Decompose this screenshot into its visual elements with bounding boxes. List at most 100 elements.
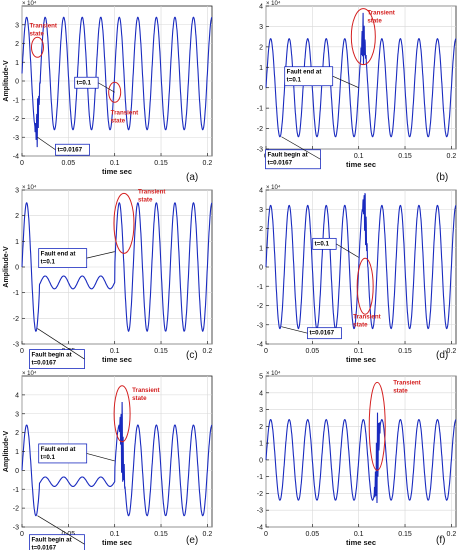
y-tick-label: -2 xyxy=(257,491,263,498)
annotation-text: t=0.1 xyxy=(41,454,56,461)
exponent-label: × 10⁴ xyxy=(22,370,37,377)
x-tick-label: 0.2 xyxy=(202,348,212,355)
annotation-text: Fault end at xyxy=(41,446,76,453)
annotation-text: Fault begin at xyxy=(31,352,71,359)
transient-ellipse xyxy=(108,81,122,103)
annotation-text: t=0.0167 xyxy=(31,360,56,367)
annotation-text: state xyxy=(367,18,382,25)
x-axis-label: time sec xyxy=(102,167,132,176)
y-axis-label: Amplitude-V xyxy=(3,246,10,288)
x-tick-label: 0.2 xyxy=(446,531,456,538)
transient-ellipse xyxy=(350,8,376,66)
signal-line xyxy=(21,401,213,517)
y-tick-label: -4 xyxy=(13,154,19,161)
y-tick-label: 3 xyxy=(15,411,19,418)
y-tick-label: 1 xyxy=(15,449,19,456)
y-tick-label: 3 xyxy=(259,407,263,414)
y-tick-label: 1 xyxy=(15,60,19,67)
x-tick-label: 0 xyxy=(20,531,24,538)
x-tick-label: 0.05 xyxy=(306,531,320,538)
y-tick-label: 0 xyxy=(15,468,19,475)
y-axis-label: Amplitude-V xyxy=(3,431,10,473)
x-tick-label: 0.15 xyxy=(154,348,168,355)
annotation-text: t=0.0167 xyxy=(57,146,82,153)
exponent-label: × 10⁴ xyxy=(22,0,37,7)
y-tick-label: -1 xyxy=(257,106,263,113)
x-tick-label: 0.1 xyxy=(354,348,364,355)
x-tick-label: 0.15 xyxy=(398,348,412,355)
y-tick-label: -3 xyxy=(257,508,263,515)
annotation-text: t=0.1 xyxy=(77,79,92,86)
annotation-text: state xyxy=(393,387,408,394)
transient-ellipse xyxy=(113,192,135,254)
signal-line xyxy=(265,412,457,504)
x-tick-label: 0.15 xyxy=(154,160,168,167)
exponent-label: × 10⁴ xyxy=(22,184,37,191)
transient-ellipse xyxy=(113,385,131,443)
annotation-arrow xyxy=(98,82,115,93)
y-tick-label: -1 xyxy=(257,284,263,291)
panel-label: (c) xyxy=(186,350,198,361)
x-axis-label: time sec xyxy=(102,538,132,547)
annotation-arrow xyxy=(37,515,85,545)
y-tick-label: 2 xyxy=(259,44,263,51)
y-tick-label: -3 xyxy=(257,322,263,329)
y-tick-label: -3 xyxy=(13,342,19,349)
annotation-text: t=0.1 xyxy=(287,77,302,84)
annotation-text: t=0.1 xyxy=(41,259,56,266)
x-tick-label: 0.1 xyxy=(110,160,120,167)
x-tick-label: 0.2 xyxy=(202,160,212,167)
annotation-text: state xyxy=(29,30,44,37)
x-tick-label: 0.15 xyxy=(398,531,412,538)
y-tick-label: -1 xyxy=(257,474,263,481)
y-tick-label: 0 xyxy=(259,85,263,92)
x-tick-label: 0.1 xyxy=(354,153,364,160)
y-tick-label: -1 xyxy=(13,97,19,104)
annotation-text: t=0.0167 xyxy=(309,330,334,337)
y-tick-label: 0 xyxy=(15,79,19,86)
y-tick-label: 5 xyxy=(259,374,263,381)
y-tick-label: -3 xyxy=(13,135,19,142)
transient-ellipse xyxy=(30,36,44,58)
exponent-label: × 10⁴ xyxy=(266,0,281,7)
x-tick-label: 0 xyxy=(20,348,24,355)
y-tick-label: 2 xyxy=(15,213,19,220)
y-tick-label: 2 xyxy=(15,430,19,437)
annotation-box xyxy=(38,443,88,464)
y-tick-label: 3 xyxy=(15,22,19,29)
x-tick-label: 0.05 xyxy=(306,348,320,355)
annotation-text: Transient xyxy=(111,109,139,116)
y-axis-label: Amplitude-V xyxy=(3,60,10,102)
annotation-text: Transient xyxy=(132,387,160,394)
y-tick-label: 2 xyxy=(259,226,263,233)
annotation-arrow xyxy=(281,136,321,160)
annotation-arrow xyxy=(37,328,85,360)
panel-label: (b) xyxy=(436,172,448,183)
annotation-arrow xyxy=(86,453,115,462)
x-tick-label: 0.15 xyxy=(154,531,168,538)
y-tick-label: -2 xyxy=(257,303,263,310)
plot-frame xyxy=(265,375,457,528)
y-tick-label: 4 xyxy=(15,392,19,399)
annotation-arrow xyxy=(336,243,359,258)
annotation-text: Fault begin at xyxy=(267,152,307,159)
y-tick-label: 1 xyxy=(15,239,19,246)
y-tick-label: -2 xyxy=(257,126,263,133)
x-tick-label: 0 xyxy=(20,160,24,167)
annotation-text: t=0.0167 xyxy=(267,160,292,167)
annotation-box xyxy=(38,248,88,269)
x-tick-label: 0.1 xyxy=(110,348,120,355)
annotation-text: Transient xyxy=(138,188,166,195)
x-tick-label: 0.1 xyxy=(354,531,364,538)
x-axis-label: time sec xyxy=(346,355,376,364)
y-tick-label: -4 xyxy=(257,342,263,349)
x-tick-label: 0.2 xyxy=(446,153,456,160)
x-axis-label: time sec xyxy=(346,538,376,547)
y-tick-label: -2 xyxy=(13,116,19,123)
signal-line xyxy=(265,12,457,138)
panel-label: (a) xyxy=(186,172,198,183)
